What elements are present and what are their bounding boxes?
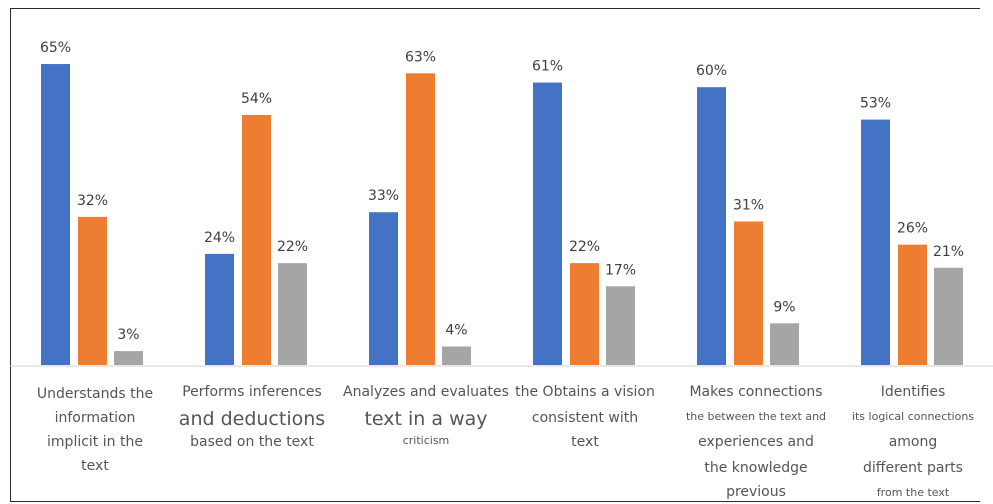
value-label-series1-cat1: 65%: [40, 40, 71, 56]
category-label-6-line-5: from the text: [877, 486, 950, 499]
category-label-2-line-3: based on the text: [190, 434, 314, 450]
bar-series1-cat3: [369, 212, 398, 365]
category-label-5-line-3: experiences and: [698, 434, 814, 450]
category-label-6-line-3: among: [889, 434, 938, 450]
value-label-series3-cat4: 17%: [605, 262, 636, 278]
bar-series2-cat4: [570, 263, 599, 365]
category-label-1-line-1: Understands the: [37, 386, 153, 402]
category-label-4-line-3: text: [571, 434, 599, 450]
value-label-series3-cat6: 21%: [933, 244, 964, 260]
bar-series3-cat1: [114, 351, 143, 365]
bar-series2-cat1: [78, 216, 107, 365]
value-label-series1-cat6: 53%: [860, 96, 891, 112]
category-label-5-line-1: Makes connections: [689, 384, 822, 400]
category-labels-layer: Understands the information implicit in th…: [37, 384, 974, 500]
bar-series3-cat3: [442, 346, 471, 365]
bars-layer: [41, 64, 963, 366]
category-label-2-line-1: Performs inferences: [182, 384, 322, 400]
category-label-1-line-2: information: [55, 410, 136, 426]
category-label-4-line-1: the Obtains a vision: [515, 384, 655, 400]
value-label-series3-cat2: 22%: [277, 239, 308, 255]
category-label-6-line-2: its logical connections: [852, 410, 974, 423]
value-labels-layer: 65% 24% 33% 61% 60% 53% 32% 54% 63% 22% 31% 26% 3% 22…: [40, 40, 964, 343]
category-label-5-line-2: the between the text and: [686, 410, 826, 423]
value-label-series3-cat3: 4%: [445, 322, 467, 338]
category-label-6-line-4: different parts: [863, 460, 963, 476]
bar-series1-cat1: [41, 64, 70, 366]
category-label-5-line-5: previous: [726, 484, 786, 500]
value-label-series1-cat5: 60%: [696, 63, 727, 79]
bar-series2-cat2: [242, 114, 271, 365]
category-label-4-line-2: consistent with: [532, 410, 638, 426]
bar-series3-cat2: [278, 263, 307, 365]
value-label-series2-cat3: 63%: [405, 49, 436, 65]
category-label-3-line-2: text in a way: [364, 408, 487, 430]
bar-series2-cat6: [898, 244, 927, 365]
bar-series1-cat5: [697, 87, 726, 365]
bar-series2-cat5: [734, 221, 763, 365]
category-label-5-line-4: the knowledge: [704, 460, 807, 476]
bar-series2-cat3: [406, 73, 435, 365]
value-label-series2-cat4: 22%: [569, 239, 600, 255]
category-label-1-line-3: implicit in the: [47, 434, 143, 450]
value-label-series2-cat6: 26%: [897, 221, 928, 237]
value-label-series1-cat3: 33%: [368, 188, 399, 204]
category-label-1-line-4: text: [81, 458, 109, 474]
bar-series3-cat4: [606, 286, 635, 365]
value-label-series3-cat1: 3%: [117, 327, 139, 343]
category-label-6-line-1: Identifies: [881, 384, 946, 400]
bar-series3-cat6: [934, 267, 963, 365]
category-label-3-line-1: Analyzes and evaluates: [343, 384, 509, 400]
bar-series1-cat4: [533, 82, 562, 365]
value-label-series2-cat1: 32%: [77, 193, 108, 209]
value-label-series2-cat2: 54%: [241, 91, 272, 107]
value-label-series3-cat5: 9%: [773, 299, 795, 315]
value-label-series2-cat5: 31%: [733, 197, 764, 213]
bar-series1-cat6: [861, 119, 890, 365]
value-label-series1-cat4: 61%: [532, 59, 563, 75]
category-label-2-line-2: and deductions: [179, 408, 325, 430]
chart-frame: [10, 8, 980, 502]
category-label-3-line-3: criticism: [403, 434, 450, 447]
bar-series1-cat2: [205, 253, 234, 365]
value-label-series1-cat2: 24%: [204, 230, 235, 246]
bar-series3-cat5: [770, 323, 799, 365]
